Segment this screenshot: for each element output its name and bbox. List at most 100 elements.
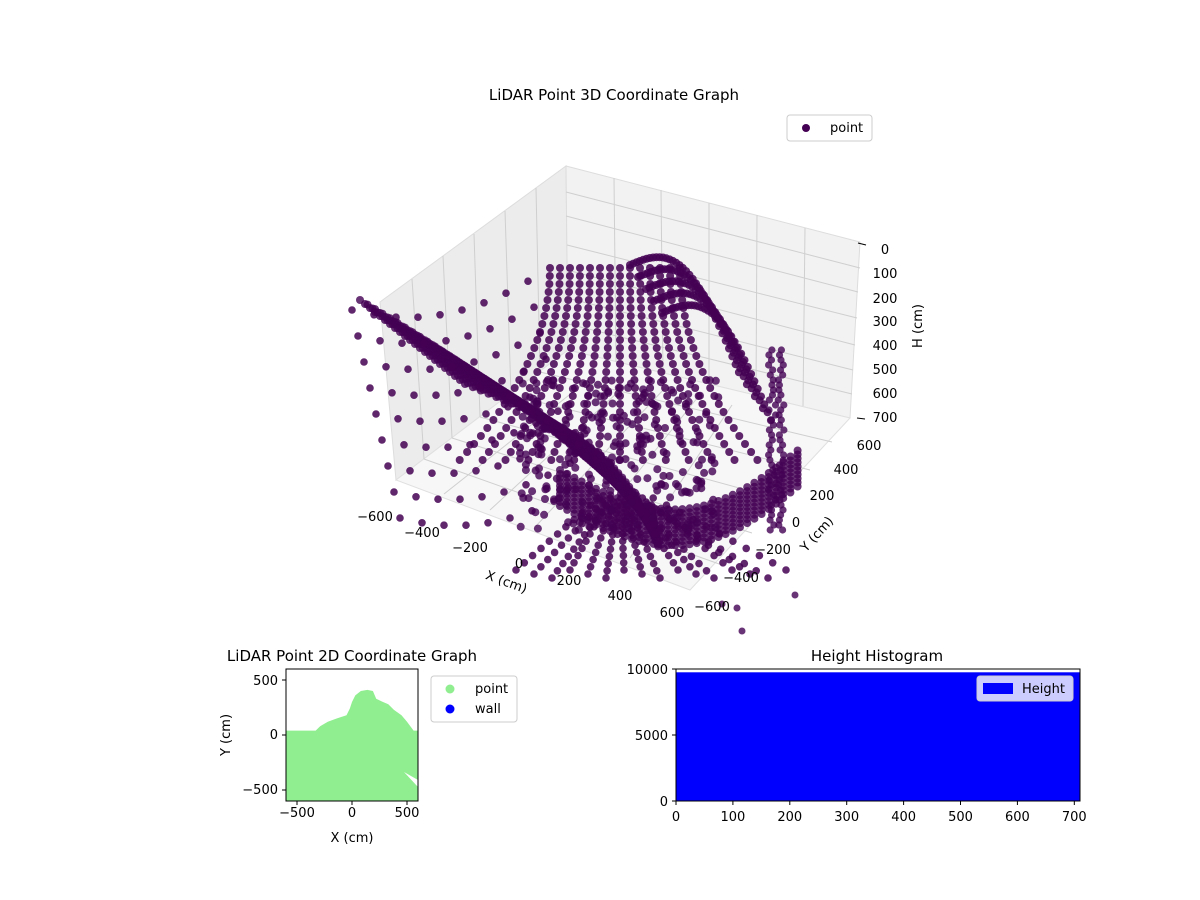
point-3d <box>661 384 670 392</box>
point-3d <box>472 467 480 475</box>
point-3d <box>494 462 502 470</box>
point-3d <box>534 443 543 452</box>
point-3d <box>591 514 600 523</box>
point-3d <box>779 456 787 464</box>
point-3d <box>616 296 624 304</box>
point-3d <box>566 566 574 574</box>
point-3d <box>442 337 450 345</box>
point-3d <box>567 344 575 352</box>
point-3d <box>589 555 597 564</box>
point-3d <box>565 448 574 457</box>
legend-3d: point <box>786 114 873 142</box>
point-3d <box>684 368 693 376</box>
point-3d <box>753 384 762 393</box>
point-3d <box>665 472 674 480</box>
point-3d <box>556 336 565 344</box>
point-3d <box>764 486 773 494</box>
point-3d <box>563 304 572 312</box>
point-3d <box>616 280 624 288</box>
point-3d <box>461 380 469 388</box>
point-3d <box>779 371 787 379</box>
legend-2d-marker-point <box>445 684 455 694</box>
point-3d <box>586 264 594 272</box>
point-3d <box>692 475 701 484</box>
chart-2d: LiDAR Point 2D Coordinate Graph −500 0 5… <box>219 647 518 846</box>
legend-histogram-label: Height <box>1022 682 1065 697</box>
point-3d <box>547 456 556 464</box>
point-3d <box>628 344 637 352</box>
point-3d <box>702 523 711 531</box>
point-3d <box>679 352 688 360</box>
z-tick-3d: 300 <box>873 315 898 330</box>
point-3d <box>680 312 689 320</box>
point-3d <box>635 424 643 432</box>
point-3d <box>711 523 720 532</box>
point-3d <box>636 264 644 272</box>
point-3d <box>582 320 591 328</box>
point-3d <box>583 312 592 320</box>
point-3d <box>532 386 541 395</box>
point-3d <box>558 328 567 336</box>
point-3d <box>584 438 593 447</box>
point-3d <box>692 570 700 578</box>
point-3d <box>752 567 760 575</box>
point-3d <box>592 336 601 344</box>
point-3d <box>609 413 617 422</box>
point-3d <box>668 407 677 416</box>
point-3d <box>765 361 773 369</box>
x-tick-hist: 200 <box>777 810 802 825</box>
point-3d <box>618 530 627 538</box>
point-3d <box>637 531 645 539</box>
point-3d <box>776 446 784 454</box>
point-3d <box>579 344 588 352</box>
point-3d <box>542 355 550 364</box>
z-axis-3d-ticks: 0 100 200 300 400 500 600 700 <box>856 242 898 426</box>
point-3d <box>607 538 616 546</box>
point-3d <box>684 456 693 464</box>
point-3d <box>636 296 645 304</box>
point-3d <box>564 296 573 304</box>
point-3d <box>398 339 406 348</box>
point-3d <box>553 567 562 575</box>
point-3d <box>661 481 670 490</box>
point-3d <box>765 396 774 404</box>
point-3d <box>638 328 647 336</box>
point-3d <box>646 552 655 561</box>
point-3d <box>586 474 595 483</box>
point-3d <box>574 440 583 448</box>
point-3d <box>775 521 783 529</box>
point-3d <box>776 421 784 429</box>
point-3d <box>519 422 528 431</box>
point-3d <box>692 352 701 360</box>
point-3d <box>545 272 554 280</box>
point-3d <box>736 523 744 532</box>
x-tick-3d: −200 <box>452 541 488 556</box>
point-3d <box>646 377 655 386</box>
point-3d <box>544 471 552 480</box>
point-3d <box>686 380 695 389</box>
x-tick-2d: 0 <box>348 806 356 821</box>
point-3d <box>742 544 750 553</box>
point-3d <box>740 356 749 365</box>
point-3d <box>729 537 737 545</box>
point-3d <box>603 344 612 352</box>
point-3d <box>580 399 589 408</box>
z-axis-3d-label: H (cm) <box>911 304 926 348</box>
point-3d <box>661 424 669 432</box>
point-3d <box>649 494 657 502</box>
point-3d <box>575 280 584 288</box>
point-3d <box>631 488 640 497</box>
point-3d <box>662 449 671 458</box>
point-3d <box>553 392 562 400</box>
point-3d <box>669 388 678 397</box>
point-3d <box>628 352 637 360</box>
point-3d <box>542 304 551 312</box>
point-3d <box>574 551 582 560</box>
point-3d <box>651 336 660 344</box>
point-3d <box>782 566 790 574</box>
point-3d <box>576 433 585 442</box>
point-3d <box>666 514 675 523</box>
point-3d <box>496 432 505 440</box>
point-3d <box>669 559 678 567</box>
point-3d <box>555 384 564 392</box>
